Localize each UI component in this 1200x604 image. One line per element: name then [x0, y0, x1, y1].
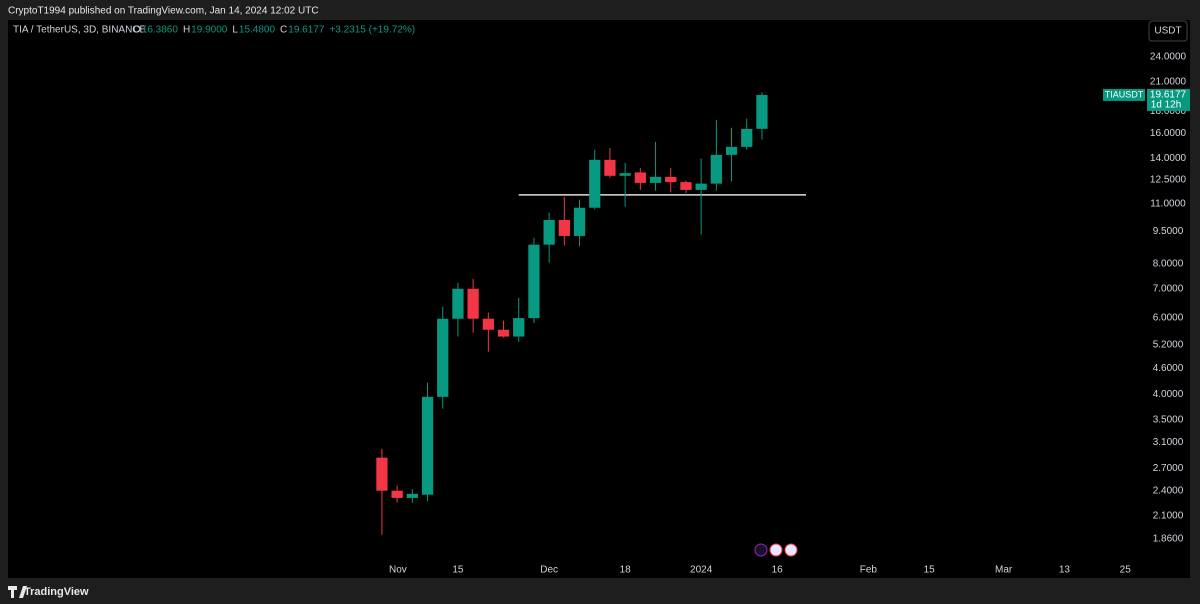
candle-body	[528, 244, 540, 319]
candle-body	[741, 128, 753, 147]
candle-body	[558, 219, 570, 236]
candle-body	[573, 207, 586, 236]
y-tick-label: 9.5000	[1153, 226, 1184, 237]
ohlc-value: 16.3860	[142, 25, 179, 36]
event-icon[interactable]	[769, 543, 783, 557]
y-tick-label: 2.1000	[1153, 511, 1184, 522]
candle-body	[634, 172, 646, 183]
brand-logo	[8, 586, 27, 598]
currency-button[interactable]: USDT	[1154, 26, 1181, 37]
event-icon[interactable]	[754, 543, 768, 557]
candle-body	[710, 154, 722, 184]
candle-body	[680, 182, 692, 190]
ohlc-legend: O 16.3860 H 19.9000 L 15.4800 C 19.6177 +3.2315 …	[133, 25, 415, 36]
ohlc-key: C	[280, 25, 287, 36]
ohlc-value: 15.4800	[239, 25, 276, 36]
x-tick-label: 18	[620, 565, 632, 576]
ohlc-value: 19.6177	[288, 25, 325, 36]
candle-body	[513, 318, 525, 337]
footer	[0, 578, 1200, 604]
currency-button-box[interactable]	[1148, 20, 1188, 42]
y-tick-label: 2.7000	[1153, 463, 1184, 474]
x-tick-label: 2024	[690, 565, 713, 576]
plot-area	[8, 20, 1190, 578]
candle-body	[467, 288, 479, 319]
candle-body	[421, 396, 434, 495]
published-note: CryptoT1994 published on TradingView.com…	[8, 6, 319, 17]
y-tick-label: 4.6000	[1153, 363, 1184, 374]
candle-body	[649, 176, 662, 183]
x-tick-label: 15	[452, 565, 464, 576]
x-tick-label: 15	[924, 565, 936, 576]
y-tick-label: 14.0000	[1150, 153, 1187, 164]
x-tick-label: 16	[772, 565, 784, 576]
candle-body	[619, 173, 631, 176]
last-price-symbol-box	[1103, 88, 1145, 101]
candle-body	[406, 493, 418, 498]
candle-body	[604, 159, 616, 176]
y-tick-label: 2.4000	[1153, 485, 1184, 496]
x-tick-label: Nov	[389, 565, 407, 576]
symbol-title: TIA / TetherUS, 3D, BINANCE	[13, 25, 147, 36]
countdown: 1d 12h	[1151, 100, 1182, 111]
y-tick-label: 12.5000	[1150, 174, 1187, 185]
y-tick-label: 7.0000	[1153, 284, 1184, 295]
event-icon[interactable]	[784, 543, 798, 557]
candle-body	[695, 183, 707, 190]
last-price-symbol: TIAUSDT	[1105, 89, 1144, 99]
candle-body	[756, 94, 768, 129]
x-tick-label: Dec	[540, 565, 558, 576]
ohlc-value: 19.9000	[191, 25, 228, 36]
candle-body	[452, 288, 464, 319]
candle-body	[725, 146, 738, 155]
ohlc-key: L	[232, 25, 238, 36]
y-tick-label: 24.0000	[1150, 52, 1187, 63]
y-tick-label: 3.1000	[1153, 437, 1184, 448]
y-tick-label: 8.0000	[1153, 259, 1184, 270]
last-price: 19.6177	[1150, 90, 1187, 101]
y-tick-label: 11.0000	[1150, 199, 1186, 210]
candle-body	[391, 490, 403, 498]
y-tick-label: 1.8600	[1153, 533, 1184, 544]
candle-body	[543, 219, 555, 245]
candle-body	[665, 176, 677, 183]
y-tick-label: 6.0000	[1153, 313, 1184, 324]
y-tick-label: 4.0000	[1153, 389, 1184, 400]
ohlc-key: H	[183, 25, 190, 36]
ohlc-key: O	[133, 25, 141, 36]
x-tick-label: Feb	[860, 565, 878, 576]
last-price-box	[1147, 88, 1190, 111]
candle-body	[376, 457, 388, 491]
x-tick-label: 25	[1120, 565, 1132, 576]
y-tick-label: 5.2000	[1153, 340, 1184, 351]
candle-body	[589, 159, 601, 208]
x-tick-label: 13	[1059, 565, 1071, 576]
y-tick-label: 16.0000	[1150, 128, 1187, 139]
y-tick-label: 18.0000	[1150, 106, 1187, 117]
candle-body	[482, 318, 494, 330]
y-tick-label: 21.0000	[1150, 77, 1187, 88]
x-tick-label: Mar	[995, 565, 1013, 576]
footer-brand: TradingView	[24, 586, 89, 598]
change-text: +3.2315 (+19.72%)	[329, 25, 415, 36]
candle-body	[437, 318, 449, 397]
candle-body	[497, 329, 510, 337]
y-tick-label: 3.5000	[1153, 414, 1184, 425]
